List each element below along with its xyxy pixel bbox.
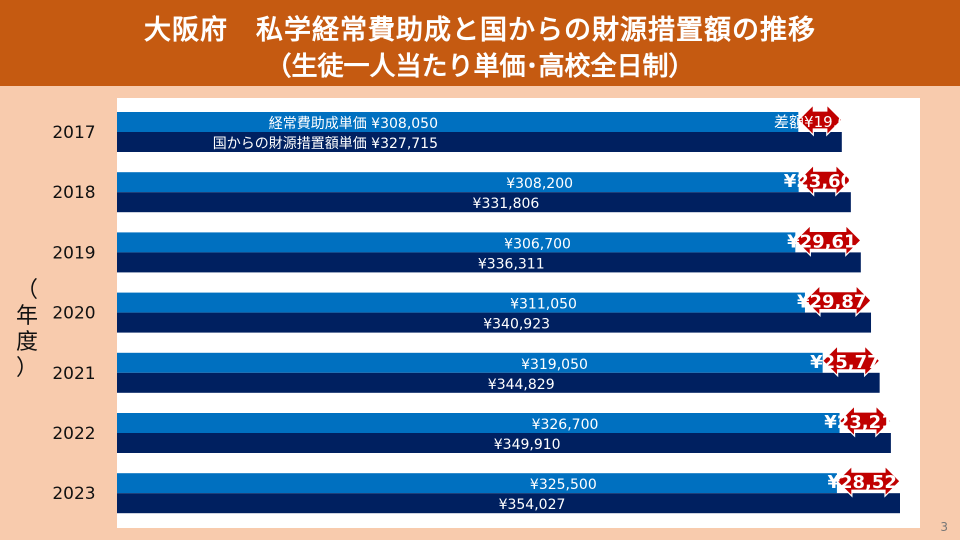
bar-subsidy-2017 bbox=[117, 112, 799, 132]
category-label-2019: 2019 bbox=[52, 243, 95, 263]
category-label-2017: 2017 bbox=[52, 123, 95, 143]
data-label-subsidy-2023: ¥325,500 bbox=[530, 477, 597, 493]
bar-national-2018 bbox=[117, 192, 851, 213]
difference-label-2021: ¥25,779 bbox=[810, 352, 892, 373]
data-label-national-2018: ¥331,806 bbox=[473, 196, 540, 212]
data-label-subsidy-2017: 経常費助成単価 ¥308,050 bbox=[269, 116, 438, 132]
data-label-subsidy-2021: ¥319,050 bbox=[521, 357, 588, 373]
data-label-subsidy-2019: ¥306,700 bbox=[504, 236, 571, 252]
difference-label-2023: ¥28,527 bbox=[827, 472, 909, 493]
difference-label-2022: ¥23,210 bbox=[824, 412, 906, 433]
difference-arrow-2023 bbox=[836, 464, 901, 498]
bar-subsidy-2020 bbox=[117, 292, 805, 313]
bar-chart: 2017 経常費助成単価 ¥308,050 国からの財源措置額単価 ¥327,715… bbox=[52, 98, 920, 528]
bar-national-2022 bbox=[117, 433, 891, 453]
chart-subtitle: （生徒一人当たり単価･高校全日制） bbox=[265, 52, 695, 82]
difference-arrow-2021 bbox=[821, 344, 881, 378]
data-label-national-2017: 国からの財源措置額単価 ¥327,715 bbox=[213, 136, 438, 152]
difference-label-2017: 差額¥19,665 bbox=[774, 113, 866, 131]
bar-subsidy-2018 bbox=[117, 172, 799, 193]
data-label-national-2019: ¥336,311 bbox=[478, 256, 545, 272]
chart-header: 大阪府 私学経常費助成と国からの財源措置額の推移 （生徒一人当たり単価･高校全日… bbox=[0, 0, 960, 86]
category-label-2018: 2018 bbox=[52, 183, 95, 203]
difference-arrow-2017 bbox=[797, 103, 843, 137]
difference-arrow-2019 bbox=[794, 223, 862, 257]
bar-national-2021 bbox=[117, 372, 880, 393]
data-label-national-2023: ¥354,027 bbox=[499, 497, 566, 513]
data-label-national-2021: ¥344,829 bbox=[488, 377, 555, 393]
difference-arrow-2018 bbox=[797, 163, 852, 197]
difference-label-2018: ¥23,606 bbox=[784, 171, 866, 192]
bar-subsidy-2021 bbox=[117, 352, 823, 373]
bar-subsidy-2023 bbox=[117, 473, 837, 494]
category-label-2021: 2021 bbox=[52, 364, 95, 384]
category-label-2022: 2022 bbox=[52, 424, 95, 444]
chart-title: 大阪府 私学経常費助成と国からの財源措置額の推移 bbox=[144, 15, 816, 46]
bar-national-2023 bbox=[117, 493, 900, 514]
data-label-subsidy-2020: ¥311,050 bbox=[510, 297, 577, 313]
difference-label-2019: ¥29,611 bbox=[787, 231, 869, 252]
data-label-subsidy-2018: ¥308,200 bbox=[506, 176, 573, 192]
bar-national-2019 bbox=[117, 252, 861, 273]
data-label-national-2020: ¥340,923 bbox=[483, 317, 550, 333]
bar-subsidy-2022 bbox=[117, 413, 840, 433]
difference-label-2020: ¥29,873 bbox=[797, 292, 879, 313]
bar-national-2017 bbox=[117, 132, 842, 152]
difference-arrow-2022 bbox=[838, 404, 892, 438]
category-label-2020: 2020 bbox=[52, 304, 95, 324]
category-label-2023: 2023 bbox=[52, 484, 95, 504]
difference-arrow-2020 bbox=[804, 284, 872, 318]
bar-subsidy-2019 bbox=[117, 232, 796, 253]
y-axis-label: （年度） bbox=[15, 278, 38, 381]
data-label-subsidy-2022: ¥326,700 bbox=[532, 417, 599, 433]
bar-national-2020 bbox=[117, 312, 872, 333]
data-label-national-2022: ¥349,910 bbox=[494, 437, 561, 453]
page-number: 3 bbox=[940, 520, 948, 534]
